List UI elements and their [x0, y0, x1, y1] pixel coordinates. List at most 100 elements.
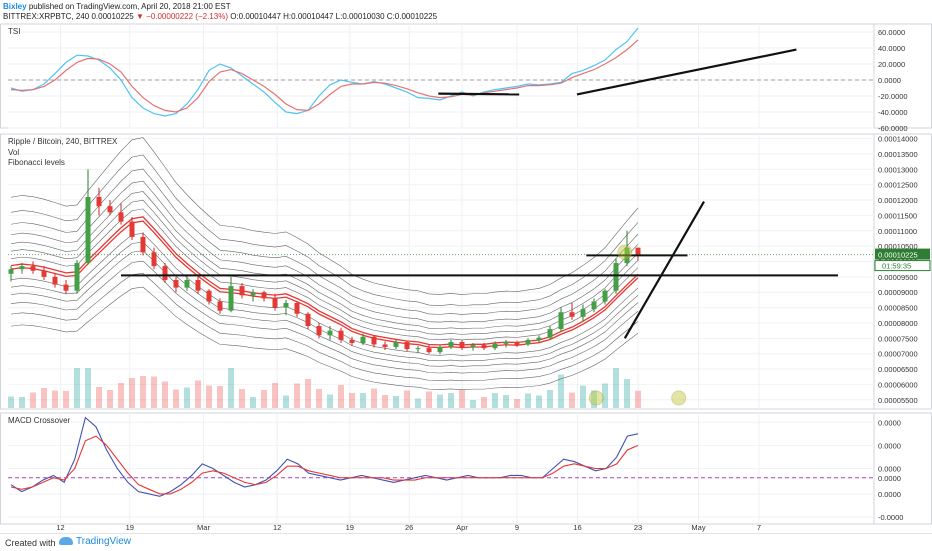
volume-bar — [294, 383, 300, 408]
candle-body — [294, 302, 300, 314]
volume-bar — [580, 385, 586, 408]
candle-body — [338, 330, 344, 340]
volume-bar — [52, 390, 58, 408]
envelope-band-line-6 — [10, 208, 639, 341]
price-title: Ripple / Bitcoin, 240, BITTREX — [8, 137, 118, 146]
volume-bar — [151, 376, 157, 408]
price-change: −0.00000222 (−2.13%) — [146, 12, 228, 21]
highlight-circle-2 — [671, 390, 687, 406]
candle-body — [613, 263, 619, 291]
price-y-tick: 0.00014000 — [878, 135, 918, 144]
candle-body — [580, 309, 586, 317]
macd-series-line-0 — [10, 416, 639, 497]
candle-body — [41, 270, 47, 277]
candle-body — [107, 206, 113, 213]
x-tick-label: 19 — [346, 523, 354, 532]
highlight-circle-0 — [617, 244, 633, 260]
candle-body — [360, 336, 366, 343]
x-tick-label: 26 — [405, 523, 413, 532]
x-tick-label: 12 — [273, 523, 281, 532]
x-tick-label: 7 — [757, 523, 761, 532]
x-tick-label: 16 — [573, 523, 581, 532]
volume-bar — [437, 394, 443, 408]
price-y-tick: 0.00009500 — [878, 273, 918, 282]
candle-body — [74, 263, 80, 291]
candle-body — [316, 326, 322, 336]
volume-bar — [283, 395, 289, 408]
pane-frame-price — [0, 133, 932, 410]
publish-text: published on TradingView.com, April 20, … — [28, 2, 231, 11]
volume-bar — [217, 386, 223, 408]
volume-bar — [602, 383, 608, 408]
macd-title: MACD Crossover — [8, 416, 71, 425]
macd-y-tick: 0.0000 — [878, 418, 901, 427]
price-y-tick: 0.00006500 — [878, 365, 918, 374]
candle-body — [272, 298, 278, 308]
chart-canvas[interactable]: 12 19 Mar 12 19 26 Apr 9 16 23 May 7 60.0000 40.0000 2… — [0, 0, 932, 533]
countdown-tag — [874, 260, 931, 272]
tsi-trendline-0 — [438, 92, 520, 96]
volume-bar — [162, 381, 168, 408]
volume-bar — [261, 390, 267, 408]
moving-average-line-0 — [10, 220, 639, 349]
highlight-circle-1 — [588, 390, 604, 406]
breakout-trendline — [623, 201, 705, 339]
volume-bar — [96, 387, 102, 408]
tsi-y-tick: 0.0000 — [878, 76, 901, 85]
candle-body — [140, 236, 146, 253]
candle-body — [85, 196, 91, 264]
volume-bar — [19, 397, 25, 408]
envelope-band-line-12 — [10, 137, 639, 295]
brand-name: TradingView — [76, 536, 132, 547]
candle-body — [470, 345, 476, 348]
volume-bar — [327, 394, 333, 408]
volume-bar — [404, 390, 410, 408]
candle-body — [118, 212, 124, 222]
author-link[interactable]: Bixley — [3, 2, 27, 11]
candle-body — [261, 292, 267, 299]
envelope-band-line-2 — [10, 260, 639, 374]
candle-body — [536, 337, 542, 340]
candle-body — [250, 292, 256, 296]
candle-body — [459, 342, 465, 348]
volume-bar — [525, 393, 531, 408]
candle-body — [349, 339, 355, 343]
candle-body — [305, 313, 311, 327]
envelope-band-line-8 — [10, 191, 639, 330]
envelope-band-line-4 — [10, 241, 639, 362]
volume-bar — [206, 385, 212, 408]
price-y-tick: 0.00005500 — [878, 396, 918, 405]
candle-body — [195, 279, 201, 291]
macd-y-tick: -0.0000 — [878, 513, 903, 522]
tradingview-logo[interactable]: TradingView — [59, 536, 131, 547]
volume-bar — [382, 395, 388, 408]
volume-bar — [481, 397, 487, 408]
envelope-band-line-0 — [10, 286, 639, 390]
price-y-tick: 0.00007000 — [878, 350, 918, 359]
volume-bar — [129, 378, 135, 408]
symbol-name: BITTREX:XRPBTC, 240 — [3, 12, 90, 21]
envelope-band-line-10 — [10, 168, 639, 315]
volume-bar — [459, 390, 465, 408]
candle-body — [415, 348, 421, 350]
candle-body — [569, 312, 575, 317]
volume-bar — [613, 368, 619, 408]
x-tick-label: 12 — [56, 523, 64, 532]
macd-y-tick: 0.0000 — [878, 441, 901, 450]
price-y-tick: 0.00012500 — [878, 181, 918, 190]
candle-body — [63, 284, 69, 291]
volume-bar — [569, 392, 575, 408]
volume-bar — [195, 380, 201, 408]
volume-bar — [360, 393, 366, 408]
volume-bar — [426, 391, 432, 408]
volume-bar — [514, 399, 520, 408]
tsi-y-tick: -40.0000 — [878, 108, 908, 117]
price-y-tick: 0.00013500 — [878, 150, 918, 159]
candle-body — [162, 266, 168, 280]
cloud-icon — [59, 537, 73, 545]
volume-bar — [338, 385, 344, 408]
candle-body — [228, 286, 234, 311]
volume-bar — [250, 397, 256, 408]
volume-bar — [41, 388, 47, 408]
down-arrow-icon: ▼ — [135, 12, 144, 21]
